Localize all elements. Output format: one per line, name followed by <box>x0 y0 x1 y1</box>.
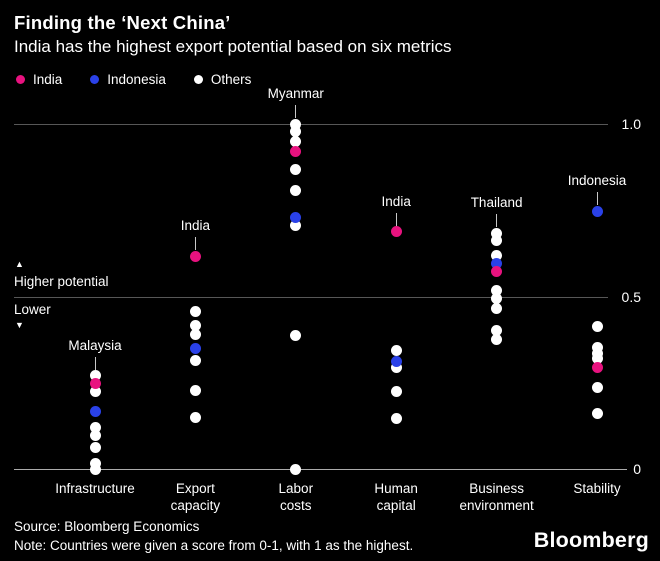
category-label: Infrastructure <box>55 481 135 496</box>
lower-potential-label: Lower <box>14 302 51 317</box>
annotation-tick <box>596 192 598 206</box>
data-point-india <box>390 226 402 238</box>
data-point-others <box>89 429 101 441</box>
data-point-india <box>189 250 201 262</box>
gridline-1.0 <box>14 124 608 125</box>
legend-label: Indonesia <box>107 72 166 87</box>
note-text: Note: Countries were given a score from … <box>14 538 414 553</box>
legend-label: Others <box>210 72 252 87</box>
data-point-others <box>290 136 302 148</box>
category-label: Business environment <box>459 481 534 513</box>
data-point-others <box>89 442 101 454</box>
legend-label: India <box>33 72 63 87</box>
data-point-others <box>290 185 302 197</box>
data-point-others <box>390 413 402 425</box>
data-point-others <box>491 325 503 337</box>
axis-tick-label: 0 <box>633 461 641 477</box>
data-point-others <box>390 385 402 397</box>
data-point-others <box>189 354 201 366</box>
data-point-others <box>189 305 201 317</box>
chart-subtitle: India has the highest export potential b… <box>14 37 452 56</box>
data-point-others <box>89 385 101 397</box>
legend-item-others: Others <box>193 72 252 87</box>
higher-potential-label: Higher potential <box>14 274 109 289</box>
data-point-others <box>189 384 201 396</box>
data-point-indonesia <box>290 211 302 223</box>
data-point-others <box>189 328 201 340</box>
data-point-others <box>591 353 603 365</box>
data-point-others <box>491 285 503 297</box>
legend: India Indonesia Others <box>16 72 251 87</box>
data-point-others <box>290 126 302 138</box>
data-point-india <box>290 146 302 158</box>
annotation-tick <box>496 214 498 228</box>
data-point-others <box>591 407 603 419</box>
annotation-label: Myanmar <box>267 86 324 101</box>
data-point-others <box>189 319 201 331</box>
annotation-tick <box>295 105 297 118</box>
source-text: Source: Bloomberg Economics <box>14 519 200 534</box>
legend-dot-icon <box>16 75 25 84</box>
legend-dot-icon <box>193 75 203 84</box>
data-point-others <box>591 342 603 354</box>
data-point-others <box>290 118 302 130</box>
annotation-label: Malaysia <box>68 337 122 353</box>
bloomberg-logo: Bloomberg <box>533 528 649 552</box>
annotation-label: India <box>180 218 211 234</box>
data-point-others <box>491 303 503 315</box>
data-point-india <box>89 377 101 389</box>
data-point-others <box>89 370 101 381</box>
annotation-tick <box>395 212 397 226</box>
category-label: Stability <box>573 481 621 496</box>
data-point-others <box>390 362 402 374</box>
data-point-others <box>290 164 302 176</box>
data-point-others <box>89 463 101 475</box>
category-label: Human capital <box>374 481 418 513</box>
category-label: Labor costs <box>278 481 314 513</box>
data-point-india <box>591 362 603 374</box>
gridline-0.5 <box>14 297 608 298</box>
legend-dot-icon <box>90 75 100 84</box>
data-point-others <box>491 235 503 247</box>
data-point-india <box>491 266 503 278</box>
chart-title: Finding the ‘Next China’ <box>14 12 231 33</box>
legend-item-india: India <box>16 72 62 87</box>
data-point-others <box>290 463 302 475</box>
data-point-indonesia <box>89 405 101 417</box>
data-point-others <box>591 382 603 394</box>
annotation-label: India <box>381 193 411 209</box>
lower-potential-arrow-icon: ▼ <box>15 320 24 330</box>
annotation-label: Thailand <box>470 195 523 211</box>
data-point-indonesia <box>189 343 201 355</box>
higher-potential-arrow-icon: ▲ <box>15 259 24 269</box>
data-point-others <box>491 334 503 346</box>
axis-tick-label: 1.0 <box>621 116 641 132</box>
data-point-indonesia <box>491 257 503 269</box>
data-point-others <box>390 344 402 356</box>
data-point-others <box>591 321 603 332</box>
data-point-indonesia <box>591 205 603 217</box>
legend-item-indonesia: Indonesia <box>90 72 166 87</box>
data-point-indonesia <box>390 355 402 367</box>
gridline-0 <box>14 469 627 470</box>
axis-tick-label: 0.5 <box>621 288 641 305</box>
annotation-tick <box>94 356 96 370</box>
data-point-others <box>491 293 503 305</box>
annotation-tick <box>194 237 196 251</box>
data-point-others <box>290 219 302 231</box>
category-label: Export capacity <box>170 481 221 513</box>
data-point-others <box>89 422 101 434</box>
data-point-others <box>491 249 503 261</box>
annotation-label: Indonesia <box>567 173 627 189</box>
data-point-others <box>290 329 302 341</box>
data-point-others <box>491 227 503 239</box>
data-point-others <box>189 412 201 424</box>
